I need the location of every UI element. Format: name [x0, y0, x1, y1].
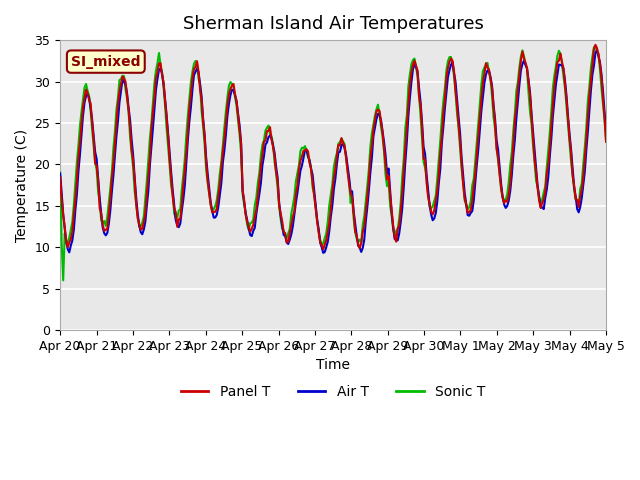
X-axis label: Time: Time — [316, 359, 350, 372]
Y-axis label: Temperature (C): Temperature (C) — [15, 129, 29, 241]
Text: SI_mixed: SI_mixed — [71, 55, 141, 69]
Legend: Panel T, Air T, Sonic T: Panel T, Air T, Sonic T — [175, 379, 491, 404]
Title: Sherman Island Air Temperatures: Sherman Island Air Temperatures — [182, 15, 484, 33]
